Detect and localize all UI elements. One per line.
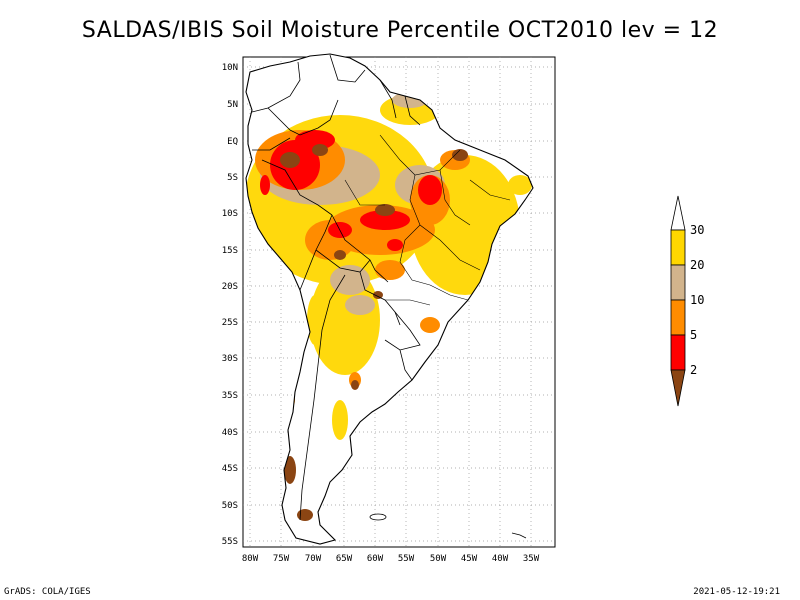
lat-label: 20S bbox=[222, 282, 238, 292]
map-title: SALDAS/IBIS Soil Moisture Percentile OCT… bbox=[81, 18, 719, 43]
legend-label: 2 bbox=[690, 363, 697, 377]
lat-label: 35S bbox=[222, 391, 238, 401]
lat-label: 40S bbox=[222, 428, 238, 438]
legend-label: 30 bbox=[690, 223, 704, 237]
legend-label: 20 bbox=[690, 258, 704, 272]
longitude-labels: 80W 75W 70W 65W 60W 55W 50W 45W 40W 35W bbox=[242, 554, 540, 564]
legend-label: 5 bbox=[690, 328, 697, 342]
lat-label: 50S bbox=[222, 501, 238, 511]
legend-swatch-below-2 bbox=[670, 369, 686, 407]
lon-label: 40W bbox=[492, 554, 509, 564]
lon-label: 35W bbox=[523, 554, 540, 564]
legend-label: 10 bbox=[690, 293, 704, 307]
lat-label: 5S bbox=[227, 173, 238, 183]
legend-swatch-above-30 bbox=[670, 195, 686, 231]
lon-label: 75W bbox=[273, 554, 290, 564]
lat-label: 55S bbox=[222, 537, 238, 547]
lat-label: 10S bbox=[222, 209, 238, 219]
lon-label: 50W bbox=[430, 554, 447, 564]
lat-label: 10N bbox=[222, 63, 238, 73]
legend-swatch-5-10 bbox=[670, 299, 686, 336]
lon-label: 65W bbox=[336, 554, 353, 564]
legend-swatch-10-20 bbox=[670, 264, 686, 301]
lat-label: 30S bbox=[222, 354, 238, 364]
lat-label: 45S bbox=[222, 464, 238, 474]
footer-timestamp: 2021-05-12-19:21 bbox=[693, 587, 780, 597]
falkland-islands bbox=[369, 513, 387, 521]
legend-colorbar bbox=[670, 195, 686, 407]
lat-label: 15S bbox=[222, 246, 238, 256]
lat-label: 25S bbox=[222, 318, 238, 328]
legend-swatch-20-30 bbox=[670, 229, 686, 266]
lat-label: 5N bbox=[227, 100, 238, 110]
legend-labels: 2 5 10 20 30 bbox=[690, 223, 704, 377]
latitude-labels: 10N 5N EQ 5S 10S 15S 20S 25S 30S 35S 40S… bbox=[222, 63, 238, 547]
lat-label: EQ bbox=[227, 137, 238, 147]
legend-swatch-2-5 bbox=[670, 334, 686, 371]
lon-label: 60W bbox=[367, 554, 384, 564]
state-borders bbox=[344, 134, 511, 306]
lon-label: 70W bbox=[305, 554, 322, 564]
country-borders bbox=[251, 54, 421, 521]
lon-label: 55W bbox=[398, 554, 415, 564]
lon-label: 80W bbox=[242, 554, 259, 564]
lon-label: 45W bbox=[461, 554, 478, 564]
footer-credit: GrADS: COLA/IGES bbox=[4, 587, 91, 597]
